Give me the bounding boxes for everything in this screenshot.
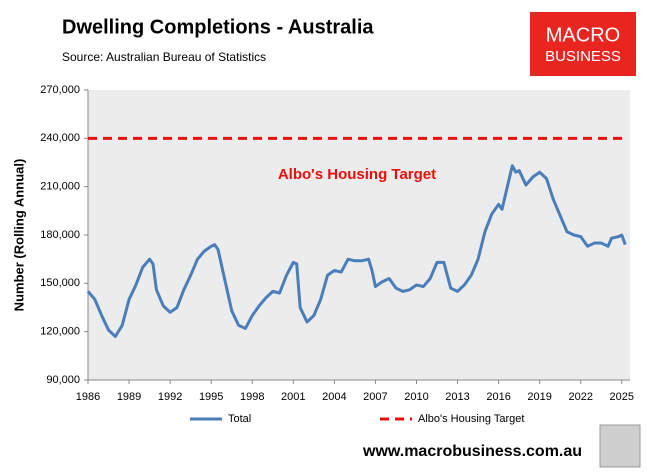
logo-text: MACRO	[546, 24, 620, 46]
x-tick-label: 2019	[527, 391, 551, 403]
y-tick-label: 120,000	[40, 326, 80, 338]
subtitle: Source: Australian Bureau of Statistics	[62, 50, 266, 64]
x-tick-label: 2016	[486, 391, 510, 403]
annotation: Albo's Housing Target	[278, 166, 436, 183]
x-tick-label: 1989	[117, 391, 141, 403]
x-tick-label: 1998	[240, 391, 264, 403]
legend-label: Total	[228, 413, 251, 425]
x-tick-label: 2007	[363, 391, 387, 403]
x-tick-label: 2010	[404, 391, 428, 403]
y-tick-label: 180,000	[40, 229, 80, 241]
legend-label: Albo's Housing Target	[418, 413, 524, 425]
y-tick-label: 270,000	[40, 84, 80, 96]
x-tick-label: 1986	[76, 391, 100, 403]
x-tick-label: 1992	[158, 391, 182, 403]
x-tick-label: 2013	[445, 391, 469, 403]
x-tick-label: 1995	[199, 391, 223, 403]
chart-title: Dwelling Completions - Australia	[62, 16, 374, 38]
y-tick-label: 90,000	[46, 374, 80, 386]
x-tick-label: 2025	[610, 391, 634, 403]
y-tick-label: 150,000	[40, 277, 80, 289]
footer: www.macrobusiness.com.au	[362, 443, 582, 460]
y-tick-label: 210,000	[40, 181, 80, 193]
logo-text: BUSINESS	[545, 48, 621, 65]
x-tick-label: 2004	[322, 391, 346, 403]
x-tick-label: 2001	[281, 391, 305, 403]
logo	[530, 12, 636, 76]
y-tick-label: 240,000	[40, 132, 80, 144]
wolf-icon	[599, 424, 641, 468]
x-tick-label: 2022	[568, 391, 592, 403]
plot-area	[88, 90, 630, 380]
y-axis-label: Number (Rolling Annual)	[11, 159, 26, 312]
series-line	[86, 164, 627, 338]
